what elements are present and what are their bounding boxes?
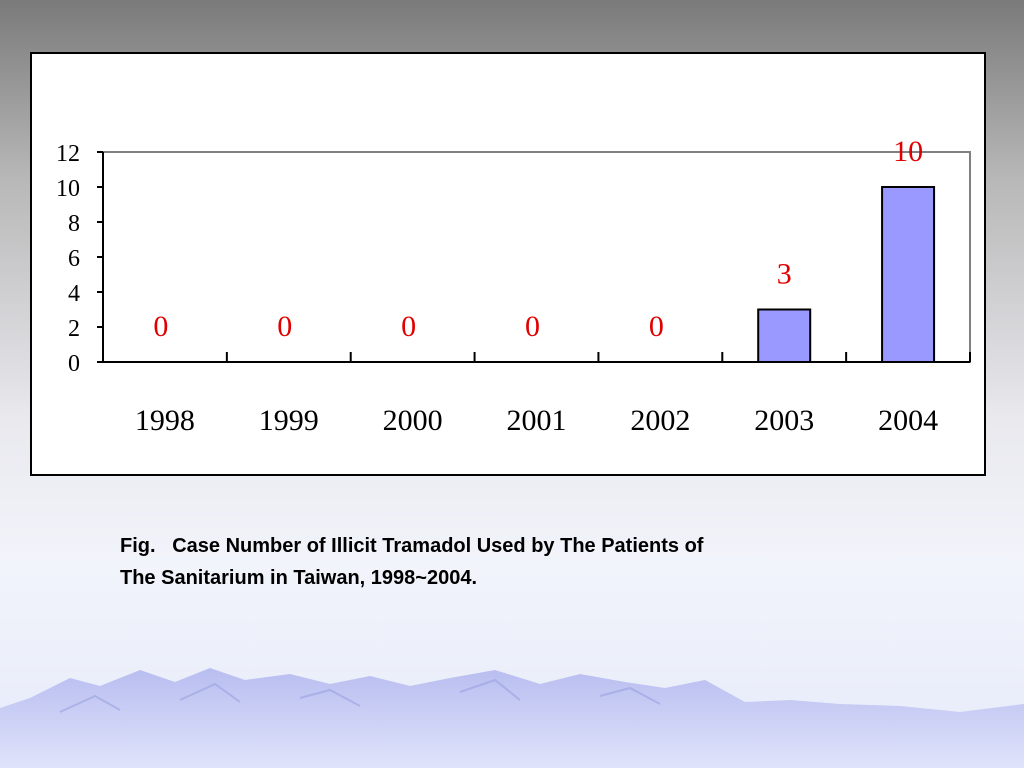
mountain-decoration — [0, 668, 1024, 768]
bar-2004 — [881, 186, 936, 363]
y-tick-label-4: 4 — [68, 281, 80, 307]
data-label-2001: 0 — [525, 310, 540, 343]
caption-line-1: Fig. Case Number of Illicit Tramadol Use… — [120, 535, 704, 557]
y-tick-label-12: 12 — [56, 141, 80, 167]
x-tick-label-1999: 1999 — [259, 404, 319, 437]
data-label-1999: 0 — [277, 310, 292, 343]
y-tick-label-2: 2 — [68, 316, 80, 342]
x-tick-label-2000: 2000 — [383, 404, 443, 437]
data-label-2004: 10 — [893, 135, 923, 168]
data-label-2003: 3 — [777, 258, 792, 291]
y-tick-label-0: 0 — [68, 351, 80, 377]
data-label-2002: 0 — [649, 310, 664, 343]
data-label-2000: 0 — [401, 310, 416, 343]
caption-line-2: The Sanitarium in Taiwan, 1998~2004. — [120, 567, 478, 589]
x-tick-label-2002: 2002 — [630, 404, 690, 437]
y-tick-label-8: 8 — [68, 211, 80, 237]
chart-frame — [30, 52, 986, 476]
x-tick-label-1998: 1998 — [135, 404, 195, 437]
data-label-1998: 0 — [153, 310, 168, 343]
figure-caption: Fig. Case Number of Illicit Tramadol Use… — [120, 530, 900, 594]
x-tick-label-2003: 2003 — [754, 404, 814, 437]
x-tick-label-2004: 2004 — [878, 404, 938, 437]
bar-2003 — [757, 308, 812, 363]
x-tick-label-2001: 2001 — [507, 404, 567, 437]
y-tick-label-6: 6 — [68, 246, 80, 272]
y-tick-label-10: 10 — [56, 176, 80, 202]
